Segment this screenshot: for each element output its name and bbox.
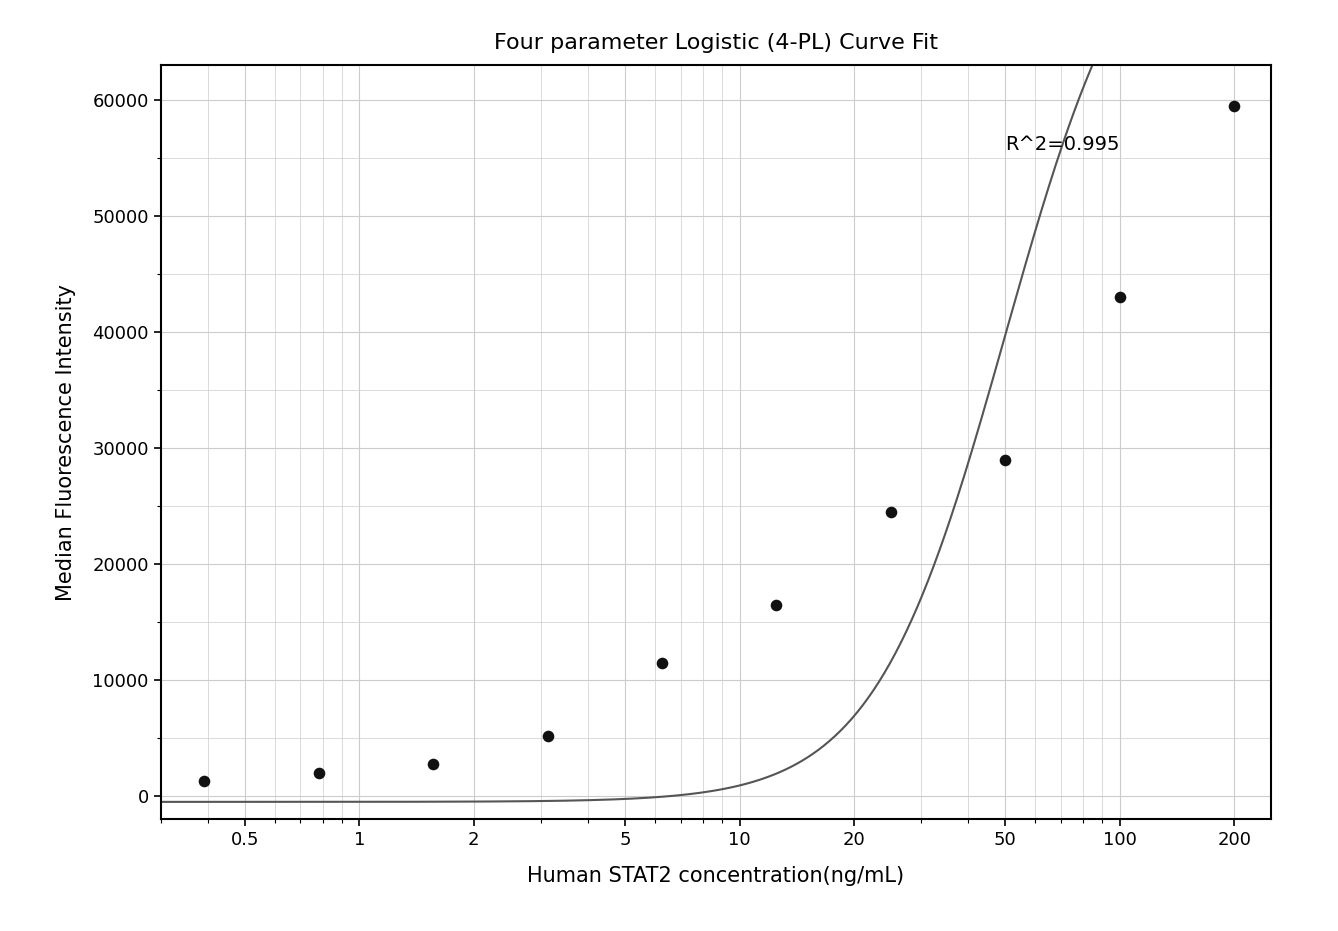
Text: R^2=0.995: R^2=0.995 (1005, 135, 1120, 154)
Point (1223, 99, 1244, 114)
Point (308, 765, 329, 780)
Point (880, 505, 902, 519)
Point (765, 597, 787, 612)
Point (1109, 290, 1131, 304)
Point (423, 756, 444, 771)
Point (194, 774, 215, 789)
Point (994, 452, 1016, 467)
X-axis label: Human STAT2 concentration(ng/mL): Human STAT2 concentration(ng/mL) (527, 866, 904, 885)
Y-axis label: Median Fluorescence Intensity: Median Fluorescence Intensity (56, 284, 75, 600)
Title: Four parameter Logistic (4-PL) Curve Fit: Four parameter Logistic (4-PL) Curve Fit (494, 33, 938, 52)
Point (537, 728, 558, 743)
Point (652, 655, 673, 670)
